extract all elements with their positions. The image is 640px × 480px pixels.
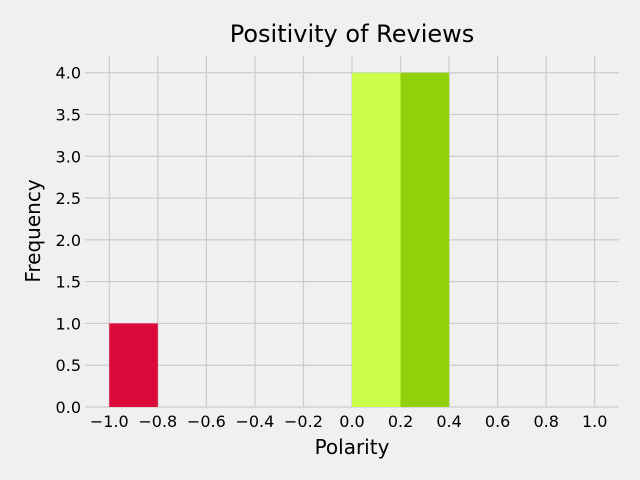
x-tick-label-6: 0.2 [388,412,413,431]
x-axis-label: Polarity [315,435,390,459]
chart-title: Positivity of Reviews [230,20,475,48]
y-axis-label: Frequency [21,179,45,282]
y-tick-label-2: 1.0 [56,314,81,333]
x-tick-label-10: 1.0 [582,412,607,431]
y-tick-label-4: 2.0 [56,231,81,250]
y-tick-label-8: 4.0 [56,64,81,83]
bar-layer [109,72,450,407]
tick-layer: −1.0 −0.8 −0.6 −0.4 −0.2 0.0 0.2 0.4 0.6 0.8 1.0 0.… [56,64,608,431]
x-tick-label-4: −0.2 [284,412,323,431]
x-tick-label-2: −0.6 [187,412,226,431]
y-tick-label-7: 3.5 [56,106,81,125]
histogram-bar-1 [352,72,401,407]
histogram-bar-2 [400,72,450,407]
x-tick-label-9: 0.8 [533,412,558,431]
y-tick-label-6: 3.0 [56,147,81,166]
x-tick-label-7: 0.4 [436,412,461,431]
y-tick-label-0: 0.0 [56,398,81,417]
y-tick-label-3: 1.5 [56,273,81,292]
x-tick-label-5: 0.0 [339,412,364,431]
y-tick-label-1: 0.5 [56,356,81,375]
y-tick-label-5: 2.5 [56,189,81,208]
x-tick-label-8: 0.6 [485,412,510,431]
x-tick-label-0: −1.0 [90,412,129,431]
histogram-bar-0 [109,323,158,407]
x-tick-label-1: −0.8 [138,412,177,431]
x-tick-label-3: −0.4 [235,412,274,431]
